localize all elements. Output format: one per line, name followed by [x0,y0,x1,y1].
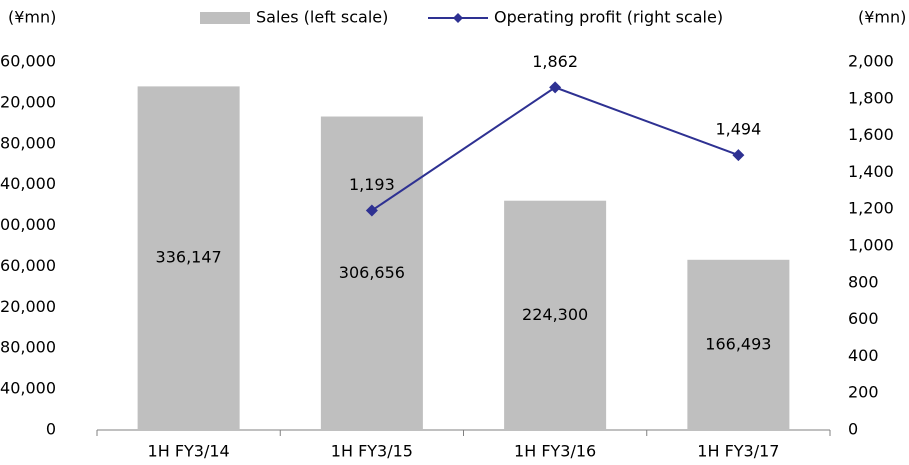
x-tick-label: 1H FY3/14 [148,442,230,461]
legend-label: Operating profit (right scale) [494,8,723,27]
yticks-label: 280,000 [0,133,56,152]
y2ticks-label: 200 [848,383,879,402]
y2ticks-label: 0 [848,420,858,439]
bar-value-label: 306,656 [339,263,405,282]
y2ticks-label: 1,400 [848,162,894,181]
yticks-label: 200,000 [0,215,56,234]
line-value-label: 1,862 [532,52,578,71]
line-value-label: 1,193 [349,175,395,194]
line [371,86,739,212]
y-unit-label: (¥mn) [8,8,56,27]
y2ticks-label: 600 [848,309,879,328]
bar-value-label: 224,300 [522,305,588,324]
yticks-label: 320,000 [0,92,56,111]
y2ticks-label: 1,600 [848,125,894,144]
y2ticks-label: 800 [848,272,879,291]
yticks-label: 360,000 [0,52,56,71]
legend-marker [453,13,463,23]
y2ticks-label: 1,000 [848,236,894,255]
bar [504,200,607,430]
yticks-label: 0 [46,420,56,439]
bar-value-label: 336,147 [156,248,222,267]
bar-value-label: 166,493 [705,334,771,353]
y2ticks-label: 2,000 [848,52,894,71]
y2ticks-label: 1,800 [848,88,894,107]
yticks-label: 240,000 [0,174,56,193]
legend-label: Sales (left scale) [256,8,388,27]
line-marker [549,81,562,94]
yticks-label: 160,000 [0,256,56,275]
line-marker [365,204,378,217]
bar [320,116,423,430]
yticks-label: 120,000 [0,297,56,316]
y2ticks-label: 1,200 [848,199,894,218]
y2ticks-label: 400 [848,346,879,365]
y2-unit-label: (¥mn) [858,8,906,27]
bar [687,259,790,430]
x-tick-label: 1H FY3/17 [697,442,779,461]
line-marker [732,149,745,162]
legend-swatch [200,12,250,24]
x-tick-label: 1H FY3/15 [331,442,413,461]
yticks-label: 80,000 [0,338,56,357]
line-value-label: 1,494 [715,120,761,139]
x-tick-label: 1H FY3/16 [514,442,596,461]
yticks-label: 40,000 [0,379,56,398]
bar [137,86,240,431]
